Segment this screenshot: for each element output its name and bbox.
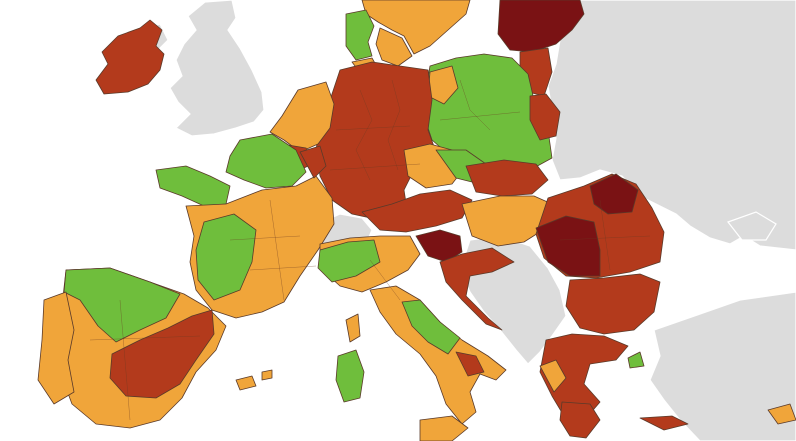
region-balearic — [235, 375, 257, 391]
region-romania-dark — [535, 215, 601, 277]
region-greece-peloponnese — [559, 401, 601, 439]
region-poland-east — [529, 93, 561, 141]
region-france-north — [225, 133, 307, 189]
region-corsica — [345, 313, 361, 343]
region-greece — [539, 333, 629, 417]
region-france-center-green — [195, 213, 257, 301]
region-crimea — [727, 211, 777, 241]
region-bulgaria — [565, 273, 661, 335]
region-turkey — [649, 291, 796, 441]
region-crete-area — [639, 415, 689, 431]
region-baltic-latvia — [497, 0, 585, 53]
region-portugal — [37, 291, 75, 405]
region-romania-north-dark — [589, 173, 639, 215]
subdivision-lines — [89, 79, 651, 421]
region-slovakia — [465, 159, 549, 197]
region-sicily — [419, 415, 469, 441]
region-balearic-small — [261, 369, 273, 381]
region-spain-north-green — [63, 267, 181, 343]
region-italy-northwest-green — [317, 239, 381, 283]
region-sardinia — [335, 349, 365, 403]
region-cyprus-area — [767, 403, 796, 425]
region-slovenia — [415, 229, 463, 263]
region-spain-center-red — [109, 309, 215, 399]
region-great-britain — [169, 0, 265, 137]
region-greece-orange — [539, 359, 567, 393]
region-denmark — [345, 9, 375, 61]
region-italy-south-red — [455, 351, 485, 377]
region-norway-sweden-south — [361, 0, 471, 55]
region-ireland — [95, 19, 165, 95]
region-netherlands-belgium — [269, 81, 335, 153]
region-italy-central-green — [401, 299, 461, 355]
region-aegean-green — [627, 351, 645, 369]
grey-land — [139, 0, 796, 441]
region-croatia — [439, 247, 515, 331]
region-france-east — [299, 145, 327, 179]
